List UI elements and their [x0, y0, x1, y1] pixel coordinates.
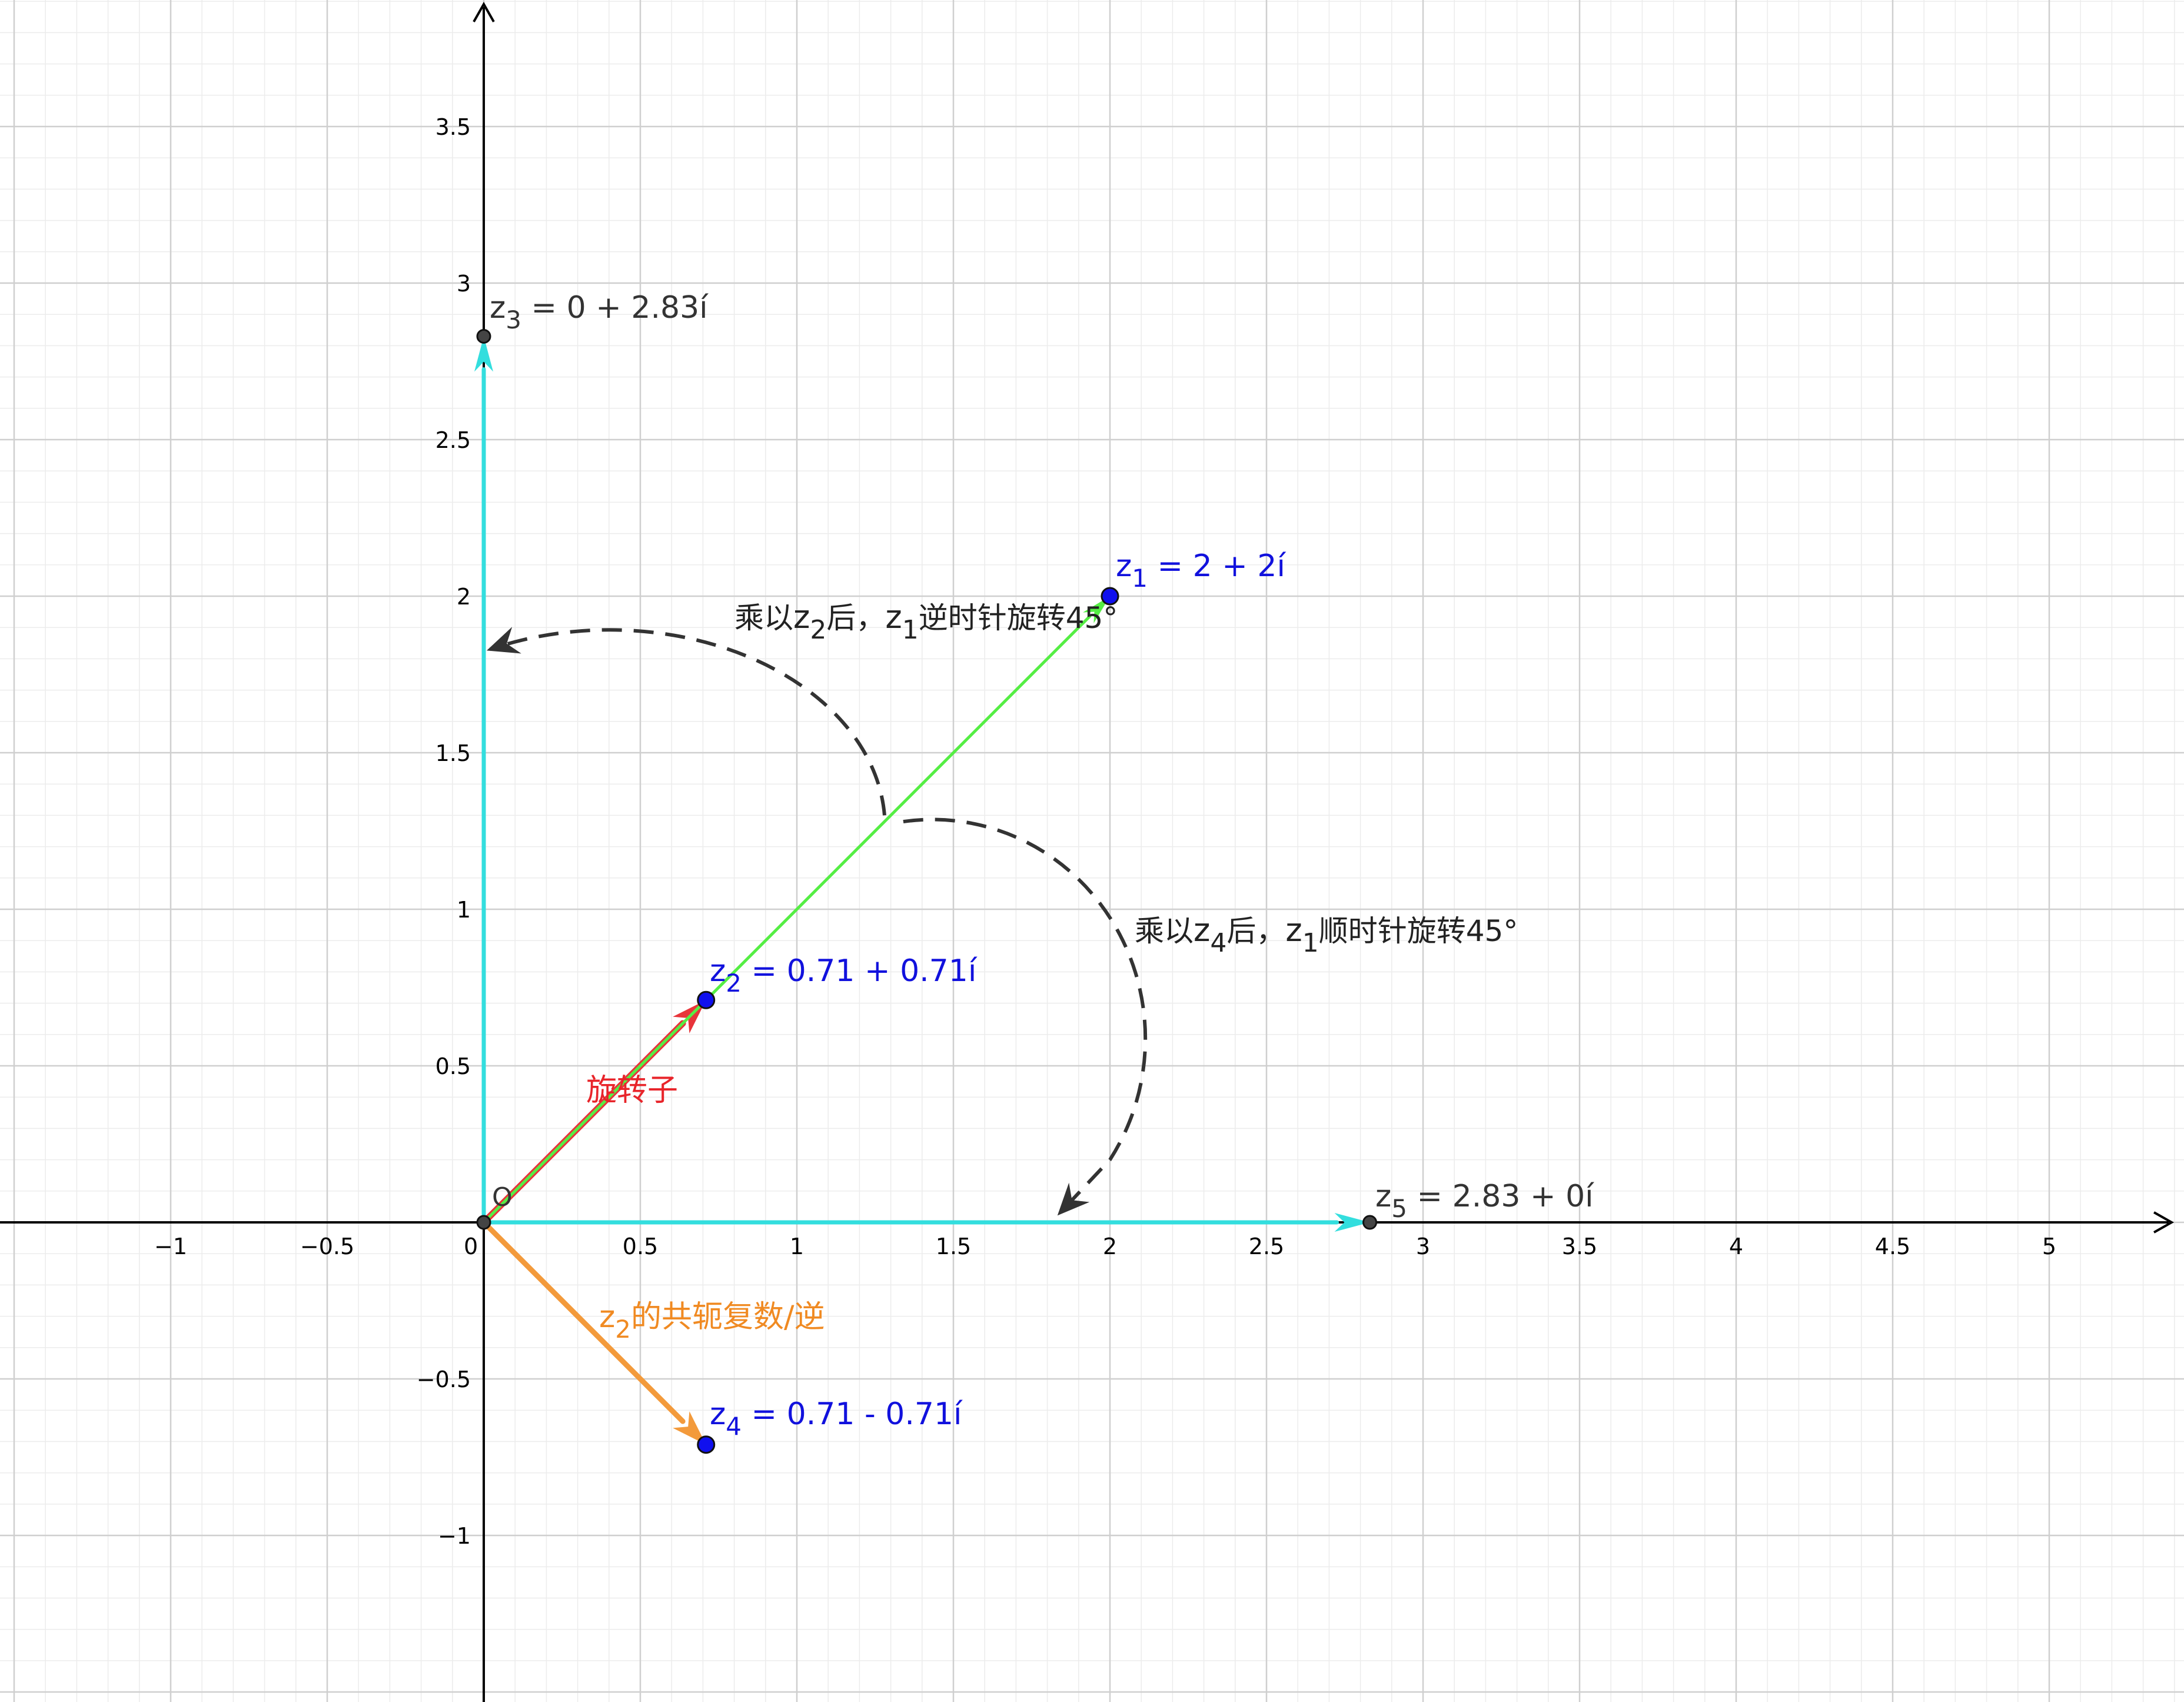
origin-point-label: O: [492, 1182, 513, 1212]
x-tick-label: 1.5: [936, 1234, 971, 1259]
z5-label: z5 = 2.83 + 0í: [1375, 1179, 1594, 1223]
origin-tick-label: 0: [464, 1234, 478, 1259]
y-axis-arrow-icon: [473, 1, 495, 22]
z4-vector: [481, 1219, 706, 1445]
y-tick-label: 3.5: [436, 114, 471, 140]
conjugate-label: z2的共轭复数/逆: [599, 1299, 825, 1344]
cw-rotation-arc: [903, 817, 1148, 1216]
x-tick-label: 0.5: [623, 1234, 658, 1259]
y-tick-label: 0.5: [436, 1053, 471, 1079]
z2-point[interactable]: [697, 990, 716, 1009]
y-tick-label: −0.5: [417, 1367, 471, 1392]
y-tick-label: 2.5: [436, 427, 471, 453]
x-tick-label: 3.5: [1562, 1234, 1597, 1259]
z4-point[interactable]: [697, 1435, 716, 1454]
ccw-rotation-arc: [486, 627, 886, 816]
y-tick-label: 1.5: [436, 740, 471, 766]
z5-point[interactable]: [1362, 1215, 1378, 1230]
x-tick-label: −1: [154, 1234, 187, 1259]
z5-vector: [481, 1213, 1370, 1232]
cw-annotation: 乘以z4后，z1顺时针旋转45°: [1135, 912, 1518, 958]
x-axis-arrow-icon: [2153, 1211, 2175, 1234]
z2-label: z2 = 0.71 + 0.71í: [710, 953, 978, 998]
rotator-label: 旋转子: [586, 1073, 678, 1108]
x-tick-label: 4: [1729, 1234, 1743, 1259]
origin-point[interactable]: [476, 1215, 491, 1230]
z1-vector: [482, 596, 1110, 1224]
z1-label: z1 = 2 + 2í: [1116, 549, 1286, 593]
tick-labels: −1 −0.5 0.5 1 1.5 2 2.5 3 3.5 4 4.5 5 −1 −0.5 0.5 1 1.5 2…: [154, 114, 2056, 1549]
x-tick-label: 5: [2042, 1234, 2056, 1259]
z3-label: z3 = 0 + 2.83í: [490, 290, 709, 334]
z4-label: z4 = 0.71 - 0.71í: [710, 1397, 963, 1441]
z3-point[interactable]: [476, 328, 491, 344]
y-tick-label: 2: [457, 584, 471, 610]
vectors: [474, 336, 1370, 1445]
x-tick-label: 3: [1416, 1234, 1430, 1259]
y-tick-label: 1: [457, 897, 471, 923]
x-tick-label: 2: [1103, 1234, 1117, 1259]
x-tick-label: 4.5: [1875, 1234, 1910, 1259]
z3-vector: [474, 336, 493, 1225]
x-tick-label: −0.5: [300, 1234, 354, 1259]
z1-point[interactable]: [1101, 587, 1119, 606]
points: [476, 328, 1378, 1454]
y-tick-label: 3: [457, 271, 471, 297]
ccw-annotation: 乘以z2后，z1逆时针旋转45°: [734, 599, 1118, 645]
x-tick-label: 1: [790, 1234, 804, 1259]
x-tick-label: 2.5: [1249, 1234, 1284, 1259]
y-tick-label: −1: [438, 1523, 471, 1549]
